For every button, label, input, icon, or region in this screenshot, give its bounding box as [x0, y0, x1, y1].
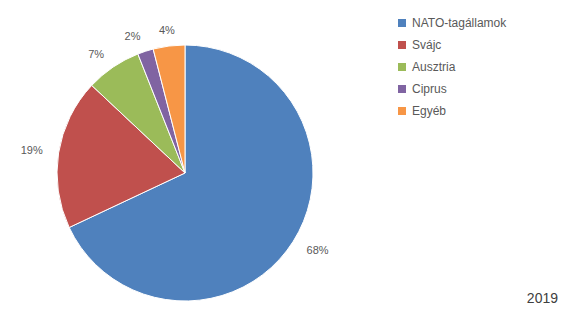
- svg-text:4%: 4%: [159, 24, 175, 36]
- svg-text:7%: 7%: [88, 48, 104, 60]
- html-text:Svájc: Svájc: [412, 38, 442, 52]
- svg-text:19%: 19%: [21, 144, 43, 156]
- html-text:Ausztria: Ausztria: [412, 60, 456, 74]
- html-text:Ciprus: Ciprus: [412, 82, 447, 96]
- svg-text:68%: 68%: [307, 244, 329, 256]
- html-text:2019: 2019: [526, 290, 558, 306]
- html-text:NATO-tagállamok: NATO-tagállamok: [412, 16, 507, 30]
- svg-text:2%: 2%: [125, 30, 141, 42]
- html-text:Egyéb: Egyéb: [412, 104, 446, 118]
